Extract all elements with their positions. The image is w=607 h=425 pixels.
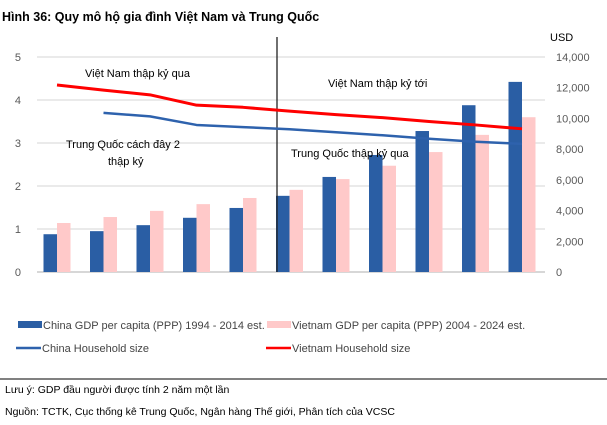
bar-china-gdp bbox=[90, 231, 104, 272]
left-tick-label: 4 bbox=[15, 95, 21, 107]
bar-china-gdp bbox=[43, 234, 57, 272]
legend-label-vietnam-gdp: Vietnam GDP per capita (PPP) 2004 - 2024… bbox=[292, 320, 525, 332]
bar-vietnam-gdp bbox=[382, 165, 396, 272]
left-tick-label: 3 bbox=[15, 138, 21, 150]
legend: China GDP per capita (PPP) 1994 - 2014 e… bbox=[16, 320, 525, 355]
left-tick-label: 0 bbox=[15, 267, 21, 279]
bar-china-gdp bbox=[508, 81, 522, 272]
bar-vietnam-gdp bbox=[475, 134, 489, 272]
legend-label-china-gdp: China GDP per capita (PPP) 1994 - 2014 e… bbox=[43, 320, 265, 332]
annotation-vn-past: Việt Nam thập kỷ qua bbox=[85, 68, 191, 80]
right-tick-label: 10,000 bbox=[556, 113, 590, 125]
right-axis-label: USD bbox=[550, 32, 573, 44]
bar-china-gdp bbox=[415, 131, 429, 272]
left-tick-label: 1 bbox=[15, 224, 21, 236]
bar-vietnam-gdp bbox=[103, 217, 117, 272]
legend-swatch-china-gdp bbox=[18, 321, 42, 328]
line-china-household bbox=[103, 111, 523, 146]
gridlines bbox=[37, 56, 545, 273]
bar-vietnam-gdp bbox=[429, 152, 443, 272]
right-tick-label: 4,000 bbox=[556, 206, 584, 218]
chart-title: Hình 36: Quy mô hộ gia đình Việt Nam và … bbox=[2, 10, 319, 24]
right-tick-label: 2,000 bbox=[556, 236, 584, 248]
annotation-cn-past-1: Trung Quốc cách đây 2 bbox=[66, 139, 180, 151]
bar-china-gdp bbox=[276, 195, 290, 272]
line-vietnam-household bbox=[56, 83, 523, 131]
bar-vietnam-gdp bbox=[336, 179, 350, 272]
right-tick-label: 0 bbox=[556, 267, 562, 279]
right-tick-label: 6,000 bbox=[556, 175, 584, 187]
bar-vietnam-gdp bbox=[196, 204, 210, 272]
lines bbox=[56, 83, 523, 146]
right-axis: 0 2,000 4,000 6,000 8,000 10,000 12,000 14,000 bbox=[556, 52, 590, 279]
annotation-cn-past-2: thập kỷ bbox=[108, 156, 144, 168]
bar-china-gdp bbox=[369, 154, 383, 272]
bar-vietnam-gdp bbox=[57, 223, 71, 272]
footer-source: Nguồn: TCTK, Cục thống kê Trung Quốc, Ng… bbox=[5, 406, 395, 418]
left-tick-label: 2 bbox=[15, 181, 21, 193]
bar-vietnam-gdp bbox=[522, 117, 536, 272]
bars bbox=[43, 81, 536, 272]
bar-vietnam-gdp bbox=[289, 189, 303, 272]
bar-china-gdp bbox=[322, 176, 336, 272]
footer-note: Lưu ý: GDP đầu người được tính 2 năm một… bbox=[5, 384, 230, 396]
bar-vietnam-gdp bbox=[150, 210, 164, 272]
bar-vietnam-gdp bbox=[243, 197, 257, 272]
bar-china-gdp bbox=[229, 207, 243, 272]
legend-label-vietnam-household: Vietnam Household size bbox=[292, 343, 410, 355]
right-tick-label: 14,000 bbox=[556, 52, 590, 64]
left-tick-label: 5 bbox=[15, 52, 21, 64]
legend-label-china-household: China Household size bbox=[42, 343, 149, 355]
annotation-cn-decade: Trung Quốc thập kỷ qua bbox=[291, 148, 409, 160]
bar-china-gdp bbox=[183, 217, 197, 272]
legend-swatch-vietnam-gdp bbox=[267, 321, 291, 328]
right-tick-label: 8,000 bbox=[556, 144, 584, 156]
bar-china-gdp bbox=[462, 105, 476, 272]
right-tick-label: 12,000 bbox=[556, 83, 590, 95]
left-axis: 0 1 2 3 4 5 bbox=[15, 52, 21, 279]
bar-china-gdp bbox=[136, 225, 150, 272]
annotation-vn-next: Việt Nam thập kỷ tới bbox=[328, 78, 427, 90]
